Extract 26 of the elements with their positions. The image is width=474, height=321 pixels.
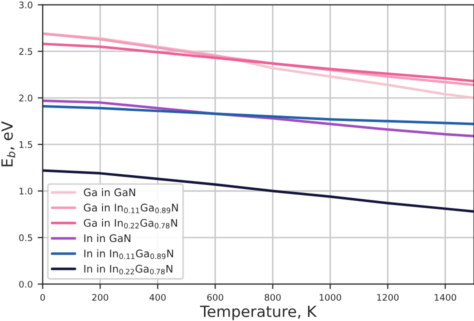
y-tick-label: 2.0	[19, 94, 32, 102]
y-tick-label: 1.5	[20, 141, 32, 148]
y-tick-label: 1.0	[20, 188, 32, 195]
x-tick-label: 0	[40, 294, 45, 301]
x-tick-label: 600	[207, 294, 224, 301]
y-axis-title: E$_{b}$, eV	[1, 121, 16, 166]
legend-label: Ga in In$_{0.11}$Ga$_{0.89}$N	[84, 203, 178, 214]
y-tick-label: 0.0	[19, 280, 32, 288]
x-tick-label: 800	[264, 294, 281, 301]
line-series	[42, 169, 474, 213]
x-tick-label: 1000	[320, 294, 342, 301]
y-tick-label: 2.5	[19, 48, 32, 55]
y-tick-label: 3.0	[19, 2, 32, 8]
x-axis-title: Temperature, K	[200, 306, 317, 320]
legend-label: In in In$_{0.22}$Ga$_{0.78}$N	[84, 264, 172, 274]
legend-label: In in In$_{0.11}$Ga$_{0.89}$N	[84, 249, 174, 260]
line-series	[42, 42, 474, 82]
x-tick-label: 1200	[377, 294, 399, 301]
legend-label: Ga in In$_{0.22}$Ga$_{0.78}$N	[84, 218, 178, 228]
line-series	[42, 105, 474, 126]
x-tick-label: 400	[150, 294, 166, 301]
legend-label: In in GaN	[84, 234, 130, 242]
x-tick-label: 200	[92, 294, 108, 301]
x-tick-label: 1400	[434, 294, 456, 301]
legend-label: Ga in GaN	[84, 188, 136, 196]
y-tick-label: 0.5	[19, 234, 32, 242]
